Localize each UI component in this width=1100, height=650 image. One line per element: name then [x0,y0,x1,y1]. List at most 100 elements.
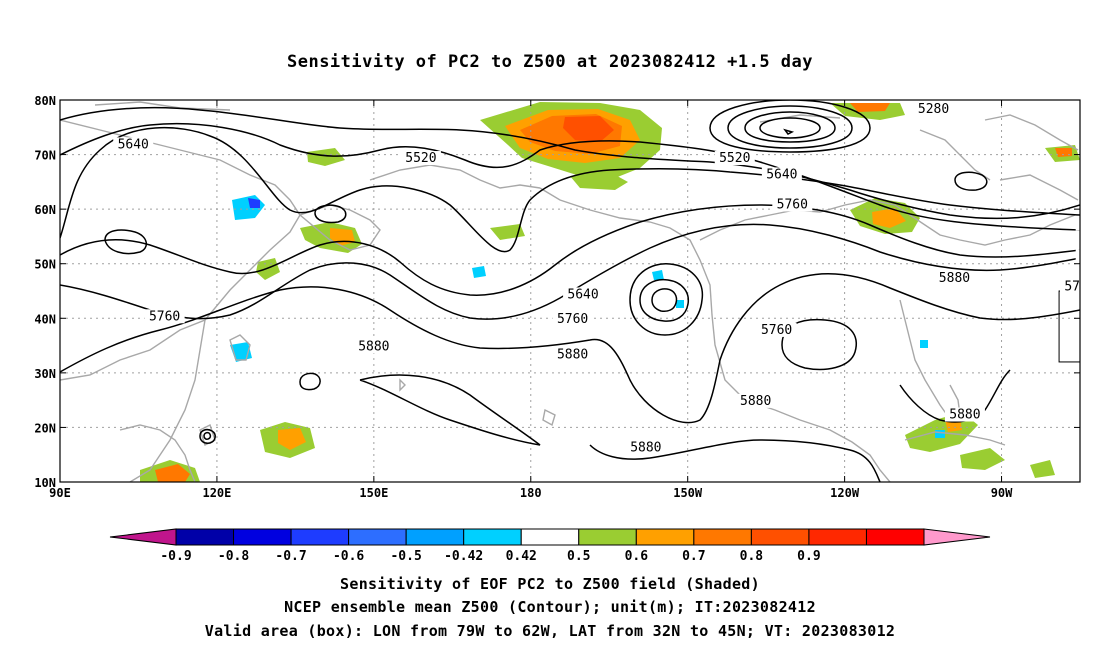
contour-label: 5640 [1080,249,1100,264]
shade-patch-cyan [920,340,928,348]
contour-label: 5880 [630,440,661,455]
lon-tick-label: 90E [49,486,71,500]
colorbar-segment [865,528,925,546]
lat-tick-label: 80N [34,94,56,108]
contour-label: 5640 [118,137,149,152]
lat-tick-label: 60N [34,203,56,217]
contour-label-bg [353,339,394,354]
shade-patch-green [1030,460,1055,478]
shade-patch-cyan [935,430,945,438]
shade-patch-green [307,148,345,166]
contour-label: 5760 [761,323,792,338]
contour-label-bg [735,393,776,408]
contour-label-bg [1060,279,1080,294]
shade-patch-cyan [472,266,486,278]
contour-label: 5880 [740,394,771,409]
contour-label: 5640 [766,167,797,182]
shade-patch-green [256,258,280,280]
colorbar-segment [348,528,407,546]
colorbar-tick-label: 0.6 [625,549,649,564]
contour-label: 5880 [358,339,389,354]
contour-label-bg [913,101,954,116]
shade-patch-orange [872,208,906,228]
shade-patch-green [960,448,1005,470]
lat-tick-label: 40N [34,312,56,326]
lon-tick-label: 120E [202,486,231,500]
contour-label-bg [400,151,441,166]
colorbar-left-arrow [109,528,177,546]
lat-tick-label: 30N [34,367,56,381]
colorbar-segment [693,528,752,546]
contour-labels: 5640552052805520564057605400552056405760… [113,101,1100,455]
lon-tick-label: 150W [673,486,703,500]
contour-label-bg [625,440,666,455]
lon-tick-label: 180 [520,486,542,500]
shade-patch-cyan [652,270,664,280]
contour-label-bg [714,151,755,166]
z500-contours [60,100,1080,482]
contour-label: 5280 [918,102,949,117]
caption-line-3: Valid area (box): LON from 79W to 62W, L… [205,622,895,640]
contour-label-bg [756,322,797,337]
colorbar-segment [520,528,580,546]
contour-label-bg [552,312,593,327]
valid-area-box [1058,290,1080,363]
colorbar-tick-label: -0.8 [218,549,249,564]
contour-label-bg [563,287,604,302]
lon-tick-label: 150E [359,486,388,500]
shade-patch-orange [1055,148,1072,157]
colorbar-segment [578,528,637,546]
colorbar-segment [463,528,522,546]
shade-patch-orange [850,103,890,112]
map-panel: 5640552052805520564057605400552056405760… [34,94,1100,500]
contour-label-bg [772,197,813,212]
sensitivity-shading [140,102,1080,482]
caption-line-1: Sensitivity of EOF PC2 to Z500 field (Sh… [340,575,760,593]
shade-patch-green [570,172,628,190]
colorbar-segment [635,528,695,546]
colorbar-tick-label: 0.9 [797,549,820,564]
colorbar-tick-label: 0.42 [506,549,537,564]
contour-label-bg [552,347,593,362]
colorbar-tick-label: 0.5 [567,549,590,564]
contour-label-bg [1075,249,1080,264]
contour-label-bg [761,167,802,182]
shade-patch-blue [248,198,260,208]
colorbar-segment [750,528,810,546]
contour-label: 5640 [567,287,598,302]
contour-label-bg [1075,216,1080,231]
colorbar-tick-label: -0.5 [390,549,421,564]
contour-label: 5520 [719,151,750,166]
colorbar-segment [175,528,235,546]
lon-tick-label: 120W [830,486,860,500]
colorbar-segment [233,528,292,546]
contour-label: 5760 [777,197,808,212]
contour-label-bg [1097,429,1100,443]
colorbar-tick-label: -0.7 [275,549,306,564]
lat-tick-label: 10N [34,476,56,490]
map-frame [59,99,1081,483]
lon-tick-label: 90W [991,486,1013,500]
contour-label: 5520 [405,151,436,166]
contour-label: 5880 [557,347,588,362]
plot-title: Sensitivity of PC2 to Z500 at 2023082412… [287,52,813,72]
colorbar-tick-label: -0.42 [444,549,483,564]
colorbar-segment [405,528,465,546]
shade-patch-red-orange [563,116,614,142]
contour-label: 5760 [149,309,180,324]
colorbar-right-arrow [923,528,991,546]
colorbar-tick-label: 0.7 [682,549,705,564]
contour-label-bg [934,271,975,286]
colorbar-segment [808,528,867,546]
contour-label: 5880 [949,408,980,423]
shade-patch-cyan [676,300,684,308]
lat-tick-label: 20N [34,421,56,435]
colorbar-segment [290,528,350,546]
caption-line-2: NCEP ensemble mean Z500 (Contour); unit(… [284,598,816,616]
contour-label-bg [144,309,185,324]
contour-label-bg [944,407,985,422]
colorbar-tick-label: -0.9 [160,549,191,564]
contour-label: 5520 [1080,217,1100,232]
colorbar-tick-label: -0.6 [333,549,364,564]
contour-label: 5760 [1064,279,1095,294]
